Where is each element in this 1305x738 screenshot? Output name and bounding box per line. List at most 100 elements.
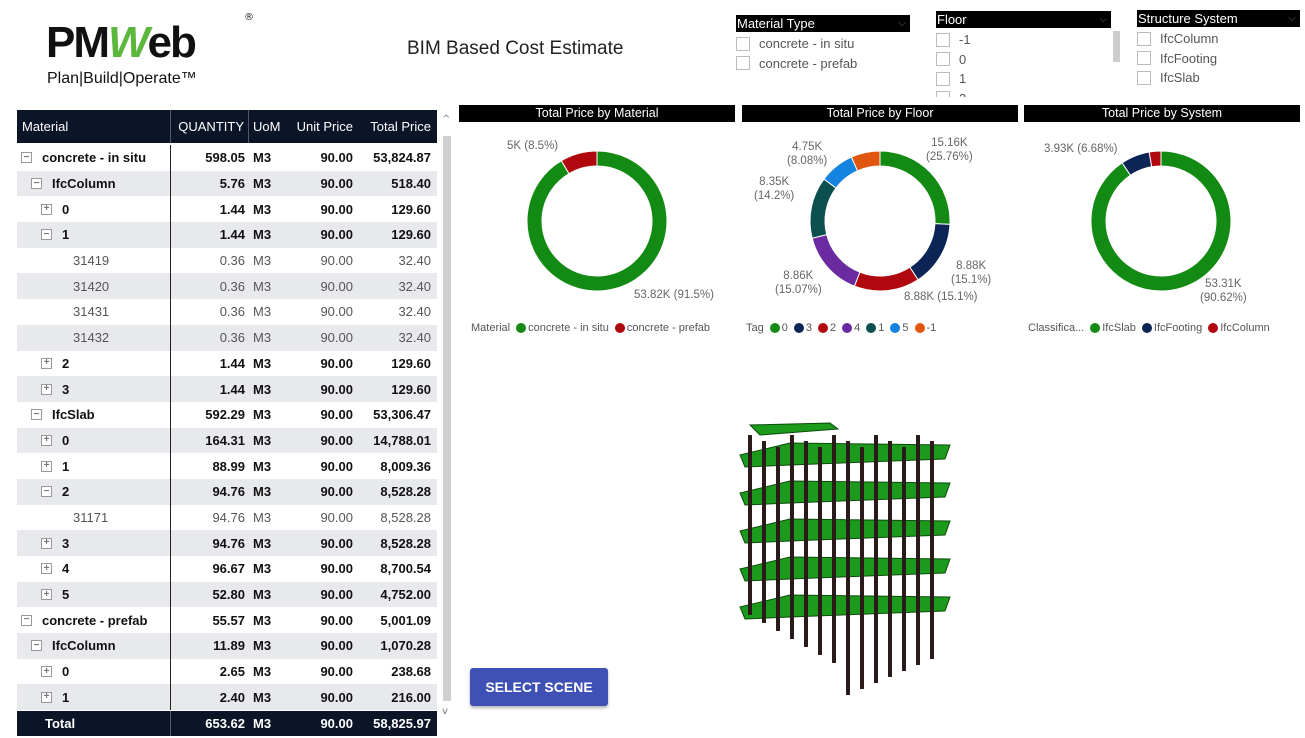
collapse-icon[interactable]: − bbox=[31, 640, 42, 652]
donut-slice-1[interactable] bbox=[809, 178, 837, 239]
table-row[interactable]: 31432 0.36 M3 90.00 32.40 bbox=[17, 324, 437, 351]
legend-item[interactable]: 3 bbox=[805, 322, 812, 334]
bim-3d-model-view[interactable] bbox=[730, 415, 960, 705]
collapse-icon[interactable]: − bbox=[21, 152, 32, 164]
table-row[interactable]: +4 96.67 M3 90.00 8,700.54 bbox=[17, 556, 437, 582]
column-header-material[interactable]: Material bbox=[17, 110, 171, 143]
expand-icon[interactable]: + bbox=[41, 537, 52, 549]
slicer-material-type[interactable]: Material Type ⌵ concrete - in situ concre… bbox=[736, 15, 910, 73]
chevron-down-icon[interactable]: ⌵ bbox=[898, 18, 906, 29]
donut-slice-2[interactable] bbox=[853, 266, 919, 292]
legend-item[interactable]: 4 bbox=[854, 322, 861, 334]
slicer-option[interactable]: concrete - prefab bbox=[736, 54, 910, 74]
checkbox[interactable] bbox=[1137, 70, 1151, 85]
table-row[interactable]: +0 164.31 M3 90.00 14,788.01 bbox=[17, 427, 437, 454]
table-row[interactable]: −2 94.76 M3 90.00 8,528.28 bbox=[17, 478, 437, 505]
expand-icon[interactable]: + bbox=[41, 434, 52, 446]
checkbox[interactable] bbox=[1137, 51, 1151, 66]
table-row[interactable]: − IfcColumn 11.89 M3 90.00 1,070.28 bbox=[17, 633, 437, 659]
scroll-up-icon[interactable]: ^ bbox=[442, 114, 451, 125]
select-scene-button[interactable]: SELECT SCENE bbox=[470, 668, 608, 706]
expand-icon[interactable]: + bbox=[41, 691, 52, 703]
table-row[interactable]: +2 1.44 M3 90.00 129.60 bbox=[17, 350, 437, 377]
table-row[interactable]: +1 2.40 M3 90.00 216.00 bbox=[17, 684, 437, 711]
slicer-option[interactable]: IfcFooting bbox=[1137, 49, 1300, 69]
table-row[interactable]: +1 88.99 M3 90.00 8,009.36 bbox=[17, 453, 437, 479]
floor-slicer-scrollbar[interactable] bbox=[1113, 31, 1120, 62]
expand-icon[interactable]: + bbox=[41, 563, 52, 575]
column-header-quantity[interactable]: QUANTITY bbox=[171, 110, 249, 143]
slicer-header[interactable]: Material Type ⌵ bbox=[736, 15, 910, 32]
slicer-header[interactable]: Floor ⌵ bbox=[936, 11, 1111, 28]
checkbox[interactable] bbox=[936, 71, 950, 86]
column-header-total-price[interactable]: Total Price bbox=[370, 119, 431, 134]
legend-item[interactable]: -1 bbox=[926, 322, 937, 334]
slicer-structure-system[interactable]: Structure System ⌵ IfcColumn IfcFooting I… bbox=[1137, 10, 1300, 88]
table-row[interactable]: +0 1.44 M3 90.00 129.60 bbox=[17, 196, 437, 223]
collapse-icon[interactable]: − bbox=[21, 614, 32, 626]
slicer-option[interactable]: 2 bbox=[936, 89, 1111, 97]
table-row[interactable]: −1 1.44 M3 90.00 129.60 bbox=[17, 222, 437, 248]
legend-item[interactable]: concrete - prefab bbox=[626, 322, 710, 334]
donut-slice-IfcSlab[interactable] bbox=[1090, 150, 1232, 292]
expand-icon[interactable]: + bbox=[41, 460, 52, 472]
donut-slice-3[interactable] bbox=[909, 223, 951, 281]
expand-icon[interactable]: + bbox=[41, 357, 52, 369]
slicer-option[interactable]: IfcColumn bbox=[1137, 29, 1300, 49]
table-scrollbar[interactable]: ^ v bbox=[441, 114, 453, 720]
collapse-icon[interactable]: − bbox=[41, 486, 52, 498]
checkbox[interactable] bbox=[736, 56, 750, 71]
legend-item[interactable]: 2 bbox=[830, 322, 837, 334]
donut-slice--1[interactable] bbox=[850, 150, 881, 172]
checkbox[interactable] bbox=[936, 32, 950, 47]
checkbox[interactable] bbox=[936, 91, 950, 97]
table-row[interactable]: − IfcSlab 592.29 M3 90.00 53,306.47 bbox=[17, 401, 437, 428]
scrollbar-thumb[interactable] bbox=[443, 136, 451, 701]
checkbox[interactable] bbox=[1137, 31, 1151, 46]
legend-item[interactable]: IfcSlab bbox=[1102, 322, 1136, 334]
checkbox[interactable] bbox=[936, 52, 950, 67]
expand-icon[interactable]: + bbox=[41, 666, 52, 678]
collapse-icon[interactable]: − bbox=[31, 178, 42, 190]
slicer-option[interactable]: 1 bbox=[936, 69, 1111, 89]
table-row[interactable]: − concrete - in situ 598.05 M3 90.00 53,8… bbox=[17, 145, 437, 171]
table-row[interactable]: − IfcColumn 5.76 M3 90.00 518.40 bbox=[17, 170, 437, 197]
table-row[interactable]: +3 1.44 M3 90.00 129.60 bbox=[17, 376, 437, 402]
collapse-icon[interactable]: − bbox=[41, 229, 52, 241]
expand-icon[interactable]: + bbox=[41, 383, 52, 395]
slicer-option[interactable]: -1 bbox=[936, 30, 1111, 50]
table-row[interactable]: +5 52.80 M3 90.00 4,752.00 bbox=[17, 581, 437, 608]
table-row[interactable]: 31431 0.36 M3 90.00 32.40 bbox=[17, 299, 437, 325]
donut-slice-IfcColumn[interactable] bbox=[1148, 150, 1162, 168]
chevron-down-icon[interactable]: ⌵ bbox=[1099, 14, 1107, 25]
column-header-uom[interactable]: UoM bbox=[253, 119, 281, 134]
legend-item[interactable]: 0 bbox=[781, 322, 788, 334]
legend-item[interactable]: 5 bbox=[902, 322, 909, 334]
chevron-down-icon[interactable]: ⌵ bbox=[1288, 13, 1296, 24]
collapse-icon[interactable]: − bbox=[31, 409, 42, 421]
scroll-down-icon[interactable]: v bbox=[442, 706, 448, 717]
donut-slice-concrete---in-situ[interactable] bbox=[526, 150, 668, 292]
legend-item[interactable]: IfcColumn bbox=[1220, 322, 1270, 334]
table-row[interactable]: 31419 0.36 M3 90.00 32.40 bbox=[17, 247, 437, 274]
slicer-header[interactable]: Structure System ⌵ bbox=[1137, 10, 1300, 27]
expand-icon[interactable]: + bbox=[41, 203, 52, 215]
slicer-option[interactable]: 0 bbox=[936, 50, 1111, 70]
donut-slice-5[interactable] bbox=[823, 156, 859, 189]
table-row[interactable]: − concrete - prefab 55.57 M3 90.00 5,001.… bbox=[17, 607, 437, 634]
table-row[interactable]: +0 2.65 M3 90.00 238.68 bbox=[17, 658, 437, 685]
table-row[interactable]: +3 94.76 M3 90.00 8,528.28 bbox=[17, 530, 437, 556]
slicer-option[interactable]: concrete - in situ bbox=[736, 34, 910, 54]
checkbox[interactable] bbox=[736, 36, 750, 51]
donut-slice-concrete---prefab[interactable] bbox=[560, 150, 598, 175]
column-header-unit-price[interactable]: Unit Price bbox=[296, 119, 353, 134]
expand-icon[interactable]: + bbox=[41, 589, 52, 601]
legend-dot bbox=[818, 323, 828, 333]
legend-item[interactable]: IfcFooting bbox=[1153, 322, 1203, 334]
slicer-option[interactable]: IfcSlab bbox=[1137, 68, 1300, 88]
table-row[interactable]: 31420 0.36 M3 90.00 32.40 bbox=[17, 273, 437, 300]
table-row[interactable]: 31171 94.76 M3 90.00 8,528.28 bbox=[17, 504, 437, 531]
legend-item[interactable]: concrete - in situ bbox=[528, 322, 609, 334]
slicer-floor[interactable]: Floor ⌵ -1 0 1 2 bbox=[936, 11, 1111, 97]
legend-item[interactable]: 1 bbox=[878, 322, 885, 334]
